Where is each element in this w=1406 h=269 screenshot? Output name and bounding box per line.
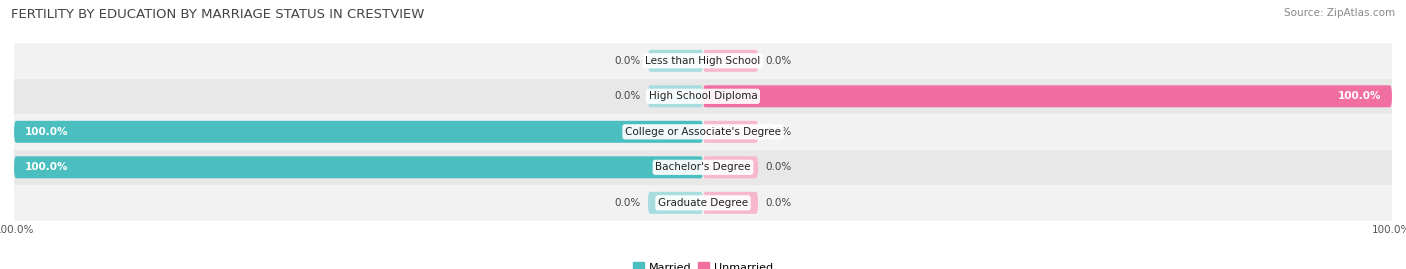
- Text: 0.0%: 0.0%: [765, 56, 792, 66]
- FancyBboxPatch shape: [648, 192, 703, 214]
- Text: Bachelor's Degree: Bachelor's Degree: [655, 162, 751, 172]
- FancyBboxPatch shape: [648, 85, 703, 107]
- Text: 0.0%: 0.0%: [614, 91, 641, 101]
- Text: High School Diploma: High School Diploma: [648, 91, 758, 101]
- Legend: Married, Unmarried: Married, Unmarried: [628, 258, 778, 269]
- Text: 0.0%: 0.0%: [765, 162, 792, 172]
- Text: College or Associate's Degree: College or Associate's Degree: [626, 127, 780, 137]
- FancyBboxPatch shape: [703, 85, 1392, 107]
- FancyBboxPatch shape: [703, 156, 758, 178]
- FancyBboxPatch shape: [14, 121, 703, 143]
- Text: 0.0%: 0.0%: [614, 56, 641, 66]
- Bar: [14, 79, 1392, 114]
- Text: 100.0%: 100.0%: [24, 127, 67, 137]
- Bar: [14, 185, 1392, 221]
- Text: FERTILITY BY EDUCATION BY MARRIAGE STATUS IN CRESTVIEW: FERTILITY BY EDUCATION BY MARRIAGE STATU…: [11, 8, 425, 21]
- Text: 100.0%: 100.0%: [24, 162, 67, 172]
- Bar: [14, 43, 1392, 79]
- Text: Graduate Degree: Graduate Degree: [658, 198, 748, 208]
- Bar: [14, 114, 1392, 150]
- Text: 0.0%: 0.0%: [765, 198, 792, 208]
- FancyBboxPatch shape: [703, 192, 758, 214]
- FancyBboxPatch shape: [703, 121, 758, 143]
- FancyBboxPatch shape: [703, 50, 758, 72]
- FancyBboxPatch shape: [14, 156, 703, 178]
- Text: Source: ZipAtlas.com: Source: ZipAtlas.com: [1284, 8, 1395, 18]
- Text: 0.0%: 0.0%: [614, 198, 641, 208]
- FancyBboxPatch shape: [648, 50, 703, 72]
- Text: 0.0%: 0.0%: [765, 127, 792, 137]
- Text: 100.0%: 100.0%: [1339, 91, 1382, 101]
- Bar: [14, 150, 1392, 185]
- Text: Less than High School: Less than High School: [645, 56, 761, 66]
